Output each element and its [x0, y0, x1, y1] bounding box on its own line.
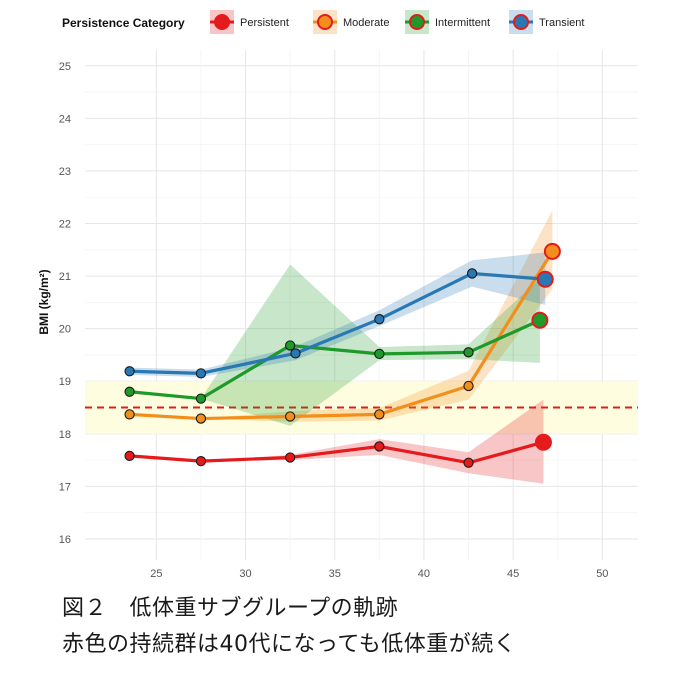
legend-marker: [409, 14, 425, 30]
persistent-point: [195, 456, 207, 467]
figure-caption-title: 図２ 低体重サブグループの軌跡: [62, 596, 399, 621]
persistent-endpoint: [534, 433, 552, 451]
legend-item-persistent: Persistent: [210, 10, 289, 34]
legend-title: Persistence Category: [62, 16, 185, 30]
intermittent-point: [124, 386, 135, 397]
persistent-line: [127, 440, 546, 465]
transient-point: [466, 268, 478, 279]
legend-marker: [513, 14, 529, 30]
legend-label: Persistent: [240, 17, 289, 29]
moderate-point: [195, 413, 207, 424]
legend-label: Transient: [539, 17, 584, 29]
moderate-point: [284, 411, 296, 422]
intermittent-point: [195, 393, 207, 404]
legend-label: Intermittent: [435, 17, 490, 29]
x-tick-label: 40: [418, 568, 430, 580]
persistent-point: [374, 441, 385, 452]
transient-point: [290, 348, 301, 359]
y-tick-label: 22: [59, 219, 71, 231]
moderate-line: [127, 249, 554, 421]
legend: Persistence Category Persistent Moderate I…: [62, 10, 584, 34]
x-tick-label: 25: [150, 568, 162, 580]
y-tick-label: 19: [59, 376, 71, 388]
transient-point: [374, 314, 385, 325]
legend-marker: [317, 14, 333, 30]
transient-ci-band: [129, 252, 546, 378]
intermittent-point: [284, 340, 296, 351]
persistent-ci-band: [129, 399, 544, 484]
legend-label: Moderate: [343, 17, 389, 29]
legend-item-transient: Transient: [509, 10, 584, 34]
y-tick-label: 18: [59, 429, 71, 441]
y-tick-label: 23: [59, 166, 71, 178]
legend-item-moderate: Moderate: [313, 10, 389, 34]
y-tick-label: 24: [59, 113, 71, 125]
persistent-point: [463, 457, 474, 468]
y-tick-label: 21: [59, 271, 71, 283]
moderate-endpoint: [543, 242, 561, 260]
moderate-point: [124, 409, 135, 420]
bmi-trajectory-chart: Persistence Category Persistent Moderate I…: [37, 10, 638, 580]
figure-caption-subtitle: 赤色の持続群は40代になっても低体重が続く: [62, 632, 517, 657]
transient-point: [195, 368, 207, 379]
y-tick-label: 16: [59, 534, 71, 546]
persistent-point: [124, 450, 135, 462]
transient-endpoint: [536, 270, 554, 288]
y-tick-label: 20: [59, 324, 71, 336]
x-tick-label: 35: [329, 568, 341, 580]
x-tick-label: 30: [239, 568, 251, 580]
x-tick-label: 45: [507, 568, 519, 580]
intermittent-point: [463, 347, 474, 358]
y-tick-label: 25: [59, 61, 71, 73]
intermittent-endpoint: [531, 311, 549, 329]
y-tick-label: 17: [59, 481, 71, 493]
persistent-point: [284, 452, 296, 463]
transient-point: [124, 366, 135, 377]
legend-item-intermittent: Intermittent: [405, 10, 490, 34]
legend-marker: [214, 14, 230, 30]
y-axis-label: BMI (kg/m²): [37, 269, 51, 334]
transient-line: [127, 271, 547, 375]
intermittent-ci-band: [129, 264, 540, 426]
intermittent-point: [374, 348, 385, 360]
intermittent-line: [127, 318, 542, 401]
x-tick-label: 50: [596, 568, 608, 580]
moderate-point: [374, 409, 385, 420]
moderate-point: [463, 380, 474, 392]
